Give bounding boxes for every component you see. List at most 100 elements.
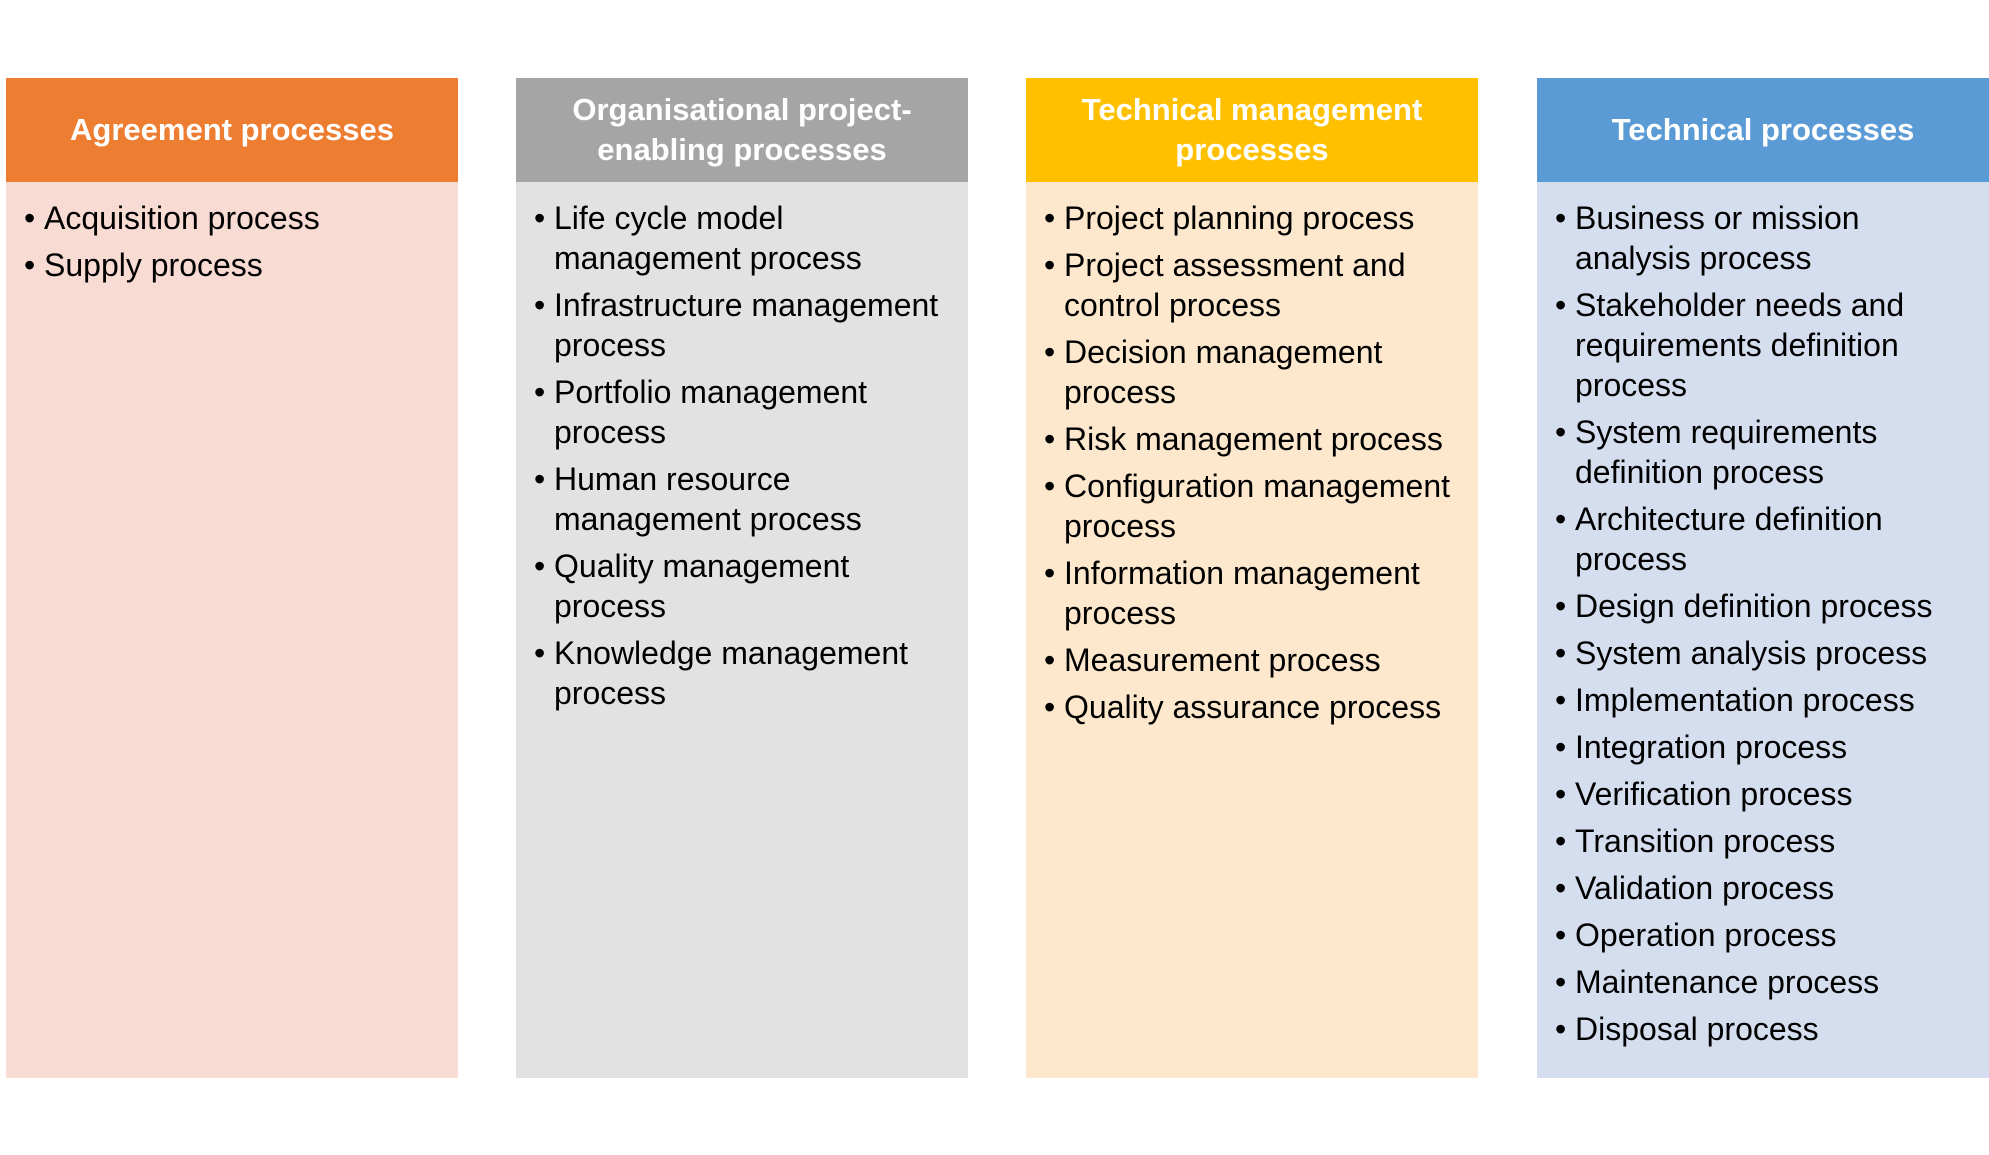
bullet-icon: •	[1555, 776, 1567, 812]
process-list: • Life cycle model management process • Inf…	[534, 198, 958, 713]
list-item: • Infrastructure management process	[534, 285, 958, 365]
list-item: • Operation process	[1555, 915, 1979, 955]
list-item: • Measurement process	[1044, 640, 1468, 680]
column-header: Agreement processes	[6, 78, 458, 182]
list-item-label: Decision management process	[1064, 334, 1383, 410]
list-item-label: Business or mission analysis process	[1575, 200, 1860, 276]
list-item-label: Disposal process	[1575, 1011, 1819, 1047]
bullet-icon: •	[534, 548, 546, 584]
list-item: • Human resource management process	[534, 459, 958, 539]
list-item-label: Information management process	[1064, 555, 1420, 631]
bullet-icon: •	[1555, 682, 1567, 718]
bullet-icon: •	[1044, 200, 1056, 236]
list-item: • Supply process	[24, 245, 448, 285]
list-item: • Project assessment and control process	[1044, 245, 1468, 325]
list-item: • System requirements definition process	[1555, 412, 1979, 492]
list-item: • Transition process	[1555, 821, 1979, 861]
agreement-processes-column: Agreement processes • Acquisition process…	[6, 78, 458, 1078]
bullet-icon: •	[1555, 870, 1567, 906]
bullet-icon: •	[534, 461, 546, 497]
bullet-icon: •	[1555, 588, 1567, 624]
bullet-icon: •	[534, 635, 546, 671]
column-body: • Project planning process • Project assess…	[1026, 182, 1478, 1078]
list-item-label: Supply process	[44, 247, 263, 283]
list-item: • Risk management process	[1044, 419, 1468, 459]
bullet-icon: •	[1044, 421, 1056, 457]
bullet-icon: •	[1044, 642, 1056, 678]
list-item-label: Transition process	[1575, 823, 1836, 859]
list-item-label: Maintenance process	[1575, 964, 1880, 1000]
bullet-icon: •	[534, 374, 546, 410]
list-item-label: Validation process	[1575, 870, 1835, 906]
list-item-label: Verification process	[1575, 776, 1853, 812]
list-item: • Acquisition process	[24, 198, 448, 238]
bullet-icon: •	[1555, 917, 1567, 953]
bullet-icon: •	[1555, 501, 1567, 537]
list-item-label: Infrastructure management process	[554, 287, 939, 363]
list-item: • Information management process	[1044, 553, 1468, 633]
process-list: • Business or mission analysis process • St…	[1555, 198, 1979, 1049]
list-item-label: Stakeholder needs and requirements defin…	[1575, 287, 1905, 403]
bullet-icon: •	[24, 247, 36, 283]
list-item: • Project planning process	[1044, 198, 1468, 238]
technical-management-processes-column: Technical management processes • Project …	[1026, 78, 1478, 1078]
list-item-label: Portfolio management process	[554, 374, 868, 450]
column-body: • Business or mission analysis process • St…	[1537, 182, 1989, 1078]
bullet-icon: •	[1555, 964, 1567, 1000]
list-item: • System analysis process	[1555, 633, 1979, 673]
list-item: • Stakeholder needs and requirements defi…	[1555, 285, 1979, 405]
column-body: • Acquisition process • Supply process	[6, 182, 458, 1078]
bullet-icon: •	[1555, 729, 1567, 765]
list-item: • Life cycle model management process	[534, 198, 958, 278]
list-item-label: Measurement process	[1064, 642, 1381, 678]
list-item-label: Operation process	[1575, 917, 1837, 953]
list-item-label: Acquisition process	[44, 200, 320, 236]
list-item: • Disposal process	[1555, 1009, 1979, 1049]
list-item-label: Life cycle model management process	[554, 200, 862, 276]
bullet-icon: •	[1555, 200, 1567, 236]
list-item: • Business or mission analysis process	[1555, 198, 1979, 278]
list-item: • Design definition process	[1555, 586, 1979, 626]
process-list: • Acquisition process • Supply process	[24, 198, 448, 285]
bullet-icon: •	[534, 200, 546, 236]
list-item-label: Architecture definition process	[1575, 501, 1883, 577]
list-item-label: Project planning process	[1064, 200, 1415, 236]
technical-processes-column: Technical processes • Business or mission…	[1537, 78, 1989, 1078]
list-item: • Validation process	[1555, 868, 1979, 908]
list-item-label: Knowledge management process	[554, 635, 909, 711]
list-item-label: System analysis process	[1575, 635, 1928, 671]
list-item: • Maintenance process	[1555, 962, 1979, 1002]
list-item-label: Quality management process	[554, 548, 850, 624]
list-item: • Verification process	[1555, 774, 1979, 814]
column-header: Organisational project-enabling processe…	[516, 78, 968, 182]
bullet-icon: •	[1044, 689, 1056, 725]
bullet-icon: •	[1555, 823, 1567, 859]
bullet-icon: •	[1044, 468, 1056, 504]
bullet-icon: •	[1555, 414, 1567, 450]
bullet-icon: •	[1044, 334, 1056, 370]
list-item: • Decision management process	[1044, 332, 1468, 412]
bullet-icon: •	[1044, 247, 1056, 283]
list-item-label: Quality assurance process	[1064, 689, 1442, 725]
process-list: • Project planning process • Project assess…	[1044, 198, 1468, 727]
list-item: • Quality management process	[534, 546, 958, 626]
bullet-icon: •	[1044, 555, 1056, 591]
list-item: • Architecture definition process	[1555, 499, 1979, 579]
list-item: • Quality assurance process	[1044, 687, 1468, 727]
list-item-label: Configuration management process	[1064, 468, 1451, 544]
list-item-label: Integration process	[1575, 729, 1848, 765]
list-item: • Portfolio management process	[534, 372, 958, 452]
list-item-label: Human resource management process	[554, 461, 862, 537]
list-item: • Knowledge management process	[534, 633, 958, 713]
column-header: Technical processes	[1537, 78, 1989, 182]
list-item: • Integration process	[1555, 727, 1979, 767]
list-item-label: Design definition process	[1575, 588, 1933, 624]
list-item: • Implementation process	[1555, 680, 1979, 720]
bullet-icon: •	[1555, 1011, 1567, 1047]
column-body: • Life cycle model management process • Inf…	[516, 182, 968, 1078]
list-item-label: Project assessment and control process	[1064, 247, 1406, 323]
bullet-icon: •	[24, 200, 36, 236]
column-header: Technical management processes	[1026, 78, 1478, 182]
list-item-label: Risk management process	[1064, 421, 1443, 457]
organisational-processes-column: Organisational project-enabling processe…	[516, 78, 968, 1078]
